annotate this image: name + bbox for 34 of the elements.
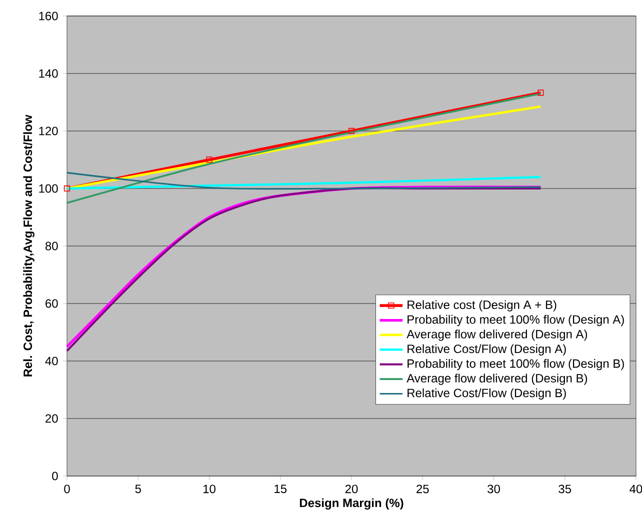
y-tick-label: 80 <box>45 242 58 250</box>
x-tick-label: 10 <box>204 484 216 494</box>
legend-label: Relative Cost/Flow (Design B) <box>408 388 566 400</box>
x-tick-label: 30 <box>488 484 500 494</box>
x-tick-label: 40 <box>630 484 642 494</box>
x-tick-label: 20 <box>345 484 358 494</box>
legend-label: Average flow delivered (Design A) <box>406 330 588 341</box>
y-tick-label: 100 <box>39 184 58 193</box>
legend-label: Relative cost (Design A + B) <box>408 300 556 312</box>
y-tick-label: 120 <box>39 126 58 136</box>
y-tick-label: 140 <box>39 69 58 78</box>
x-tick-label: 25 <box>416 484 429 494</box>
y-tick-label: 20 <box>46 414 58 423</box>
legend-label: Probability to meet 100% flow (Design B) <box>408 359 624 370</box>
line-series <box>66 105 542 190</box>
y-tick-label: 40 <box>45 356 58 366</box>
x-tick-label: 15 <box>274 484 287 494</box>
x-tick-label: 0 <box>64 484 70 494</box>
x-tick-label: 35 <box>558 484 572 494</box>
point <box>64 185 70 192</box>
legend-label: Average flow delivered (Design B) <box>406 374 588 385</box>
y-tick-label: 160 <box>39 12 58 20</box>
point <box>348 128 355 134</box>
legend-label: Relative Cost/Flow (Design A) <box>408 344 566 356</box>
y-tick-label: 60 <box>46 299 58 308</box>
y-axis-title: Rel. Cost, Probability,Avg.Flow and Cost/Flow <box>23 114 34 376</box>
line-series <box>66 176 542 190</box>
line-series <box>66 172 542 190</box>
legend-label: Probability to meet 100% flow (Design A) <box>408 314 624 326</box>
point <box>206 156 212 163</box>
y-tick-label: 0 <box>52 472 58 480</box>
x-tick-label: 5 <box>135 484 141 494</box>
point <box>538 90 544 96</box>
x-axis-title: Design Margin (%) <box>300 498 404 510</box>
